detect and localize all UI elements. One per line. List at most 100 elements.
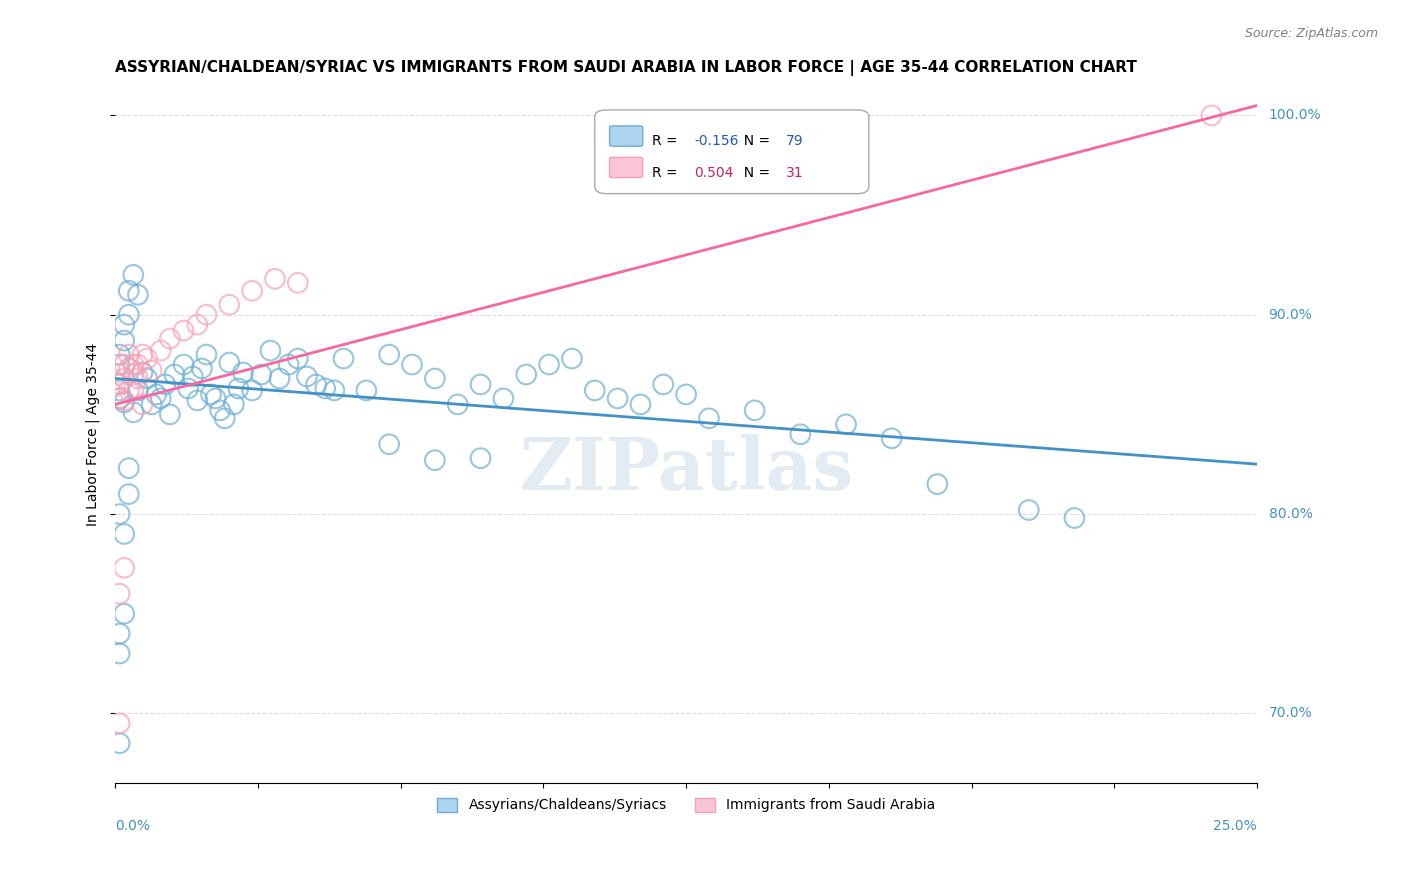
Point bbox=[131, 366, 153, 380]
Point bbox=[118, 284, 141, 298]
Point bbox=[186, 393, 208, 408]
Point bbox=[200, 387, 222, 401]
Point bbox=[218, 355, 240, 369]
Point bbox=[697, 411, 720, 425]
Point bbox=[583, 384, 606, 398]
Point bbox=[112, 607, 135, 621]
Point bbox=[108, 736, 131, 750]
Point bbox=[159, 332, 181, 346]
Point bbox=[108, 377, 131, 392]
Point bbox=[141, 363, 163, 377]
Point bbox=[108, 384, 131, 398]
Point bbox=[127, 371, 149, 385]
Point bbox=[744, 403, 766, 417]
Point bbox=[173, 324, 195, 338]
Point bbox=[108, 507, 131, 521]
Point bbox=[108, 587, 131, 601]
Point bbox=[127, 358, 149, 372]
Point bbox=[314, 381, 336, 395]
Legend: Assyrians/Chaldeans/Syriacs, Immigrants from Saudi Arabia: Assyrians/Chaldeans/Syriacs, Immigrants … bbox=[432, 792, 941, 818]
Point bbox=[108, 392, 131, 406]
Point bbox=[136, 351, 159, 366]
Point bbox=[356, 384, 378, 398]
Y-axis label: In Labor Force | Age 35-44: In Labor Force | Age 35-44 bbox=[86, 343, 100, 526]
Text: 80.0%: 80.0% bbox=[1268, 507, 1312, 521]
Point bbox=[108, 358, 131, 372]
Point bbox=[880, 431, 903, 445]
Point bbox=[228, 381, 250, 395]
Point bbox=[122, 268, 145, 282]
Point bbox=[122, 384, 145, 398]
Text: 70.0%: 70.0% bbox=[1268, 706, 1312, 721]
Point bbox=[195, 308, 218, 322]
Text: ZIPatlas: ZIPatlas bbox=[519, 434, 853, 505]
Point bbox=[163, 368, 186, 382]
Point bbox=[108, 626, 131, 640]
Point bbox=[122, 358, 145, 372]
Point bbox=[250, 368, 273, 382]
Text: 0.0%: 0.0% bbox=[115, 819, 150, 833]
Point bbox=[118, 384, 141, 398]
Point bbox=[118, 308, 141, 322]
Point bbox=[108, 647, 131, 661]
Point bbox=[287, 276, 309, 290]
Point bbox=[131, 397, 153, 411]
Text: N =: N = bbox=[735, 135, 775, 148]
Point bbox=[108, 347, 131, 361]
Point bbox=[118, 461, 141, 475]
Point bbox=[232, 366, 254, 380]
Point bbox=[118, 347, 141, 361]
Point bbox=[195, 347, 218, 361]
Point bbox=[191, 361, 214, 376]
Point bbox=[652, 377, 675, 392]
Point bbox=[149, 343, 172, 358]
Point bbox=[127, 384, 149, 398]
Point bbox=[118, 487, 141, 501]
Point bbox=[323, 384, 346, 398]
Point bbox=[378, 347, 401, 361]
Point bbox=[122, 368, 145, 382]
Text: N =: N = bbox=[735, 166, 775, 179]
Text: 25.0%: 25.0% bbox=[1213, 819, 1257, 833]
Point bbox=[606, 392, 628, 406]
Point bbox=[287, 351, 309, 366]
Point bbox=[108, 392, 131, 406]
Text: ASSYRIAN/CHALDEAN/SYRIAC VS IMMIGRANTS FROM SAUDI ARABIA IN LABOR FORCE | AGE 35: ASSYRIAN/CHALDEAN/SYRIAC VS IMMIGRANTS F… bbox=[115, 60, 1137, 76]
Point bbox=[378, 437, 401, 451]
Point bbox=[112, 527, 135, 541]
Point bbox=[927, 477, 949, 491]
Point bbox=[295, 369, 318, 384]
Point bbox=[269, 371, 291, 385]
Point bbox=[259, 343, 281, 358]
Point bbox=[423, 371, 446, 385]
Text: 31: 31 bbox=[786, 166, 803, 179]
Point bbox=[177, 381, 200, 395]
Point bbox=[789, 427, 811, 442]
Point bbox=[127, 287, 149, 301]
Point bbox=[131, 347, 153, 361]
Point bbox=[492, 392, 515, 406]
Point bbox=[204, 392, 226, 406]
Text: 79: 79 bbox=[786, 135, 803, 148]
Point bbox=[1018, 503, 1040, 517]
Point bbox=[675, 387, 697, 401]
Text: 100.0%: 100.0% bbox=[1268, 109, 1322, 122]
Point bbox=[1063, 511, 1085, 525]
Point bbox=[214, 411, 236, 425]
Point bbox=[332, 351, 354, 366]
Point bbox=[305, 377, 328, 392]
Point bbox=[209, 403, 232, 417]
Point bbox=[835, 417, 858, 432]
Point bbox=[112, 358, 135, 372]
Point bbox=[218, 298, 240, 312]
Text: 0.504: 0.504 bbox=[695, 166, 734, 179]
FancyBboxPatch shape bbox=[610, 157, 643, 178]
Text: R =: R = bbox=[652, 166, 682, 179]
Point bbox=[112, 334, 135, 348]
Point bbox=[470, 377, 492, 392]
Point bbox=[222, 397, 245, 411]
Point bbox=[112, 318, 135, 332]
Point bbox=[122, 405, 145, 419]
Point bbox=[181, 369, 204, 384]
Point bbox=[145, 387, 167, 401]
